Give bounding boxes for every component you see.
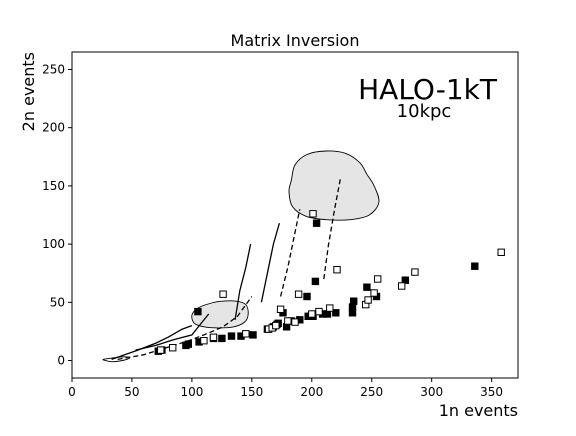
plot-content <box>102 150 505 363</box>
y-tick-label-200: 200 <box>42 121 65 135</box>
open-point-12 <box>291 318 299 326</box>
solid-curve-1 <box>111 324 193 361</box>
open-point-14 <box>308 310 316 318</box>
filled-point-25 <box>312 219 321 227</box>
x-tick-label-50: 50 <box>124 385 139 399</box>
y-axis-label: 2n events <box>19 52 38 131</box>
x-tick-label-200: 200 <box>300 385 323 399</box>
open-point-3 <box>200 337 208 345</box>
filled-point-5 <box>194 307 202 316</box>
small-contour <box>191 300 249 329</box>
open-point-17 <box>326 304 334 312</box>
open-point-6 <box>242 330 250 338</box>
x-tick-label-0: 0 <box>68 385 76 399</box>
open-point-23 <box>398 282 406 290</box>
x-tick-label-300: 300 <box>420 385 443 399</box>
plot-frame <box>71 51 519 379</box>
open-point-10 <box>276 305 285 314</box>
solid-curve-3 <box>234 243 252 320</box>
open-point-13 <box>294 290 303 298</box>
open-point-11 <box>284 317 292 325</box>
filled-point-24 <box>311 277 320 286</box>
distance-label: 10kpc <box>397 101 452 122</box>
x-axis-label: 1n events <box>439 401 518 420</box>
filled-point-31 <box>350 297 358 305</box>
filled-point-35 <box>471 262 479 270</box>
open-point-20 <box>364 296 372 304</box>
open-point-25 <box>497 248 505 257</box>
filled-point-11 <box>249 331 257 339</box>
dashed-curve-1 <box>117 296 253 361</box>
y-tick-label-50: 50 <box>50 295 65 309</box>
chart-title: Matrix Inversion <box>231 31 360 50</box>
y-tick-label-100: 100 <box>42 237 65 251</box>
open-point-16 <box>315 307 323 316</box>
filled-point-20 <box>303 292 311 301</box>
open-point-4 <box>209 333 218 342</box>
open-point-5 <box>219 290 227 298</box>
open-point-18 <box>333 266 341 274</box>
x-tick-label-100: 100 <box>180 385 203 399</box>
open-point-21 <box>370 289 378 297</box>
axes: 0 50 100 150 200 250 300 350 0 50 100 150 200 250 <box>42 62 503 399</box>
large-contour <box>288 150 380 221</box>
filled-point-32 <box>363 283 371 291</box>
dashed-curve-3 <box>323 177 342 280</box>
filled-point-8 <box>218 334 226 343</box>
x-tick-label-250: 250 <box>360 385 383 399</box>
y-tick-label-150: 150 <box>42 179 65 193</box>
y-tick-label-250: 250 <box>42 62 65 76</box>
x-tick-label-350: 350 <box>480 385 503 399</box>
solid-curve-2 <box>135 313 210 351</box>
open-point-22 <box>374 275 382 283</box>
bottom-contour <box>102 356 131 363</box>
filled-point-4 <box>184 340 193 348</box>
y-tick-label-0: 0 <box>57 354 65 368</box>
halo-label: HALO-1kT <box>358 73 498 106</box>
filled-point-9 <box>227 332 236 340</box>
solid-curve-4 <box>260 223 281 303</box>
open-point-9 <box>272 321 280 330</box>
open-point-24 <box>411 268 419 276</box>
open-point-2 <box>169 344 177 352</box>
open-point-1 <box>157 346 165 354</box>
filled-point-28 <box>332 309 340 317</box>
x-tick-label-150: 150 <box>240 385 263 399</box>
open-point-15 <box>309 210 317 218</box>
